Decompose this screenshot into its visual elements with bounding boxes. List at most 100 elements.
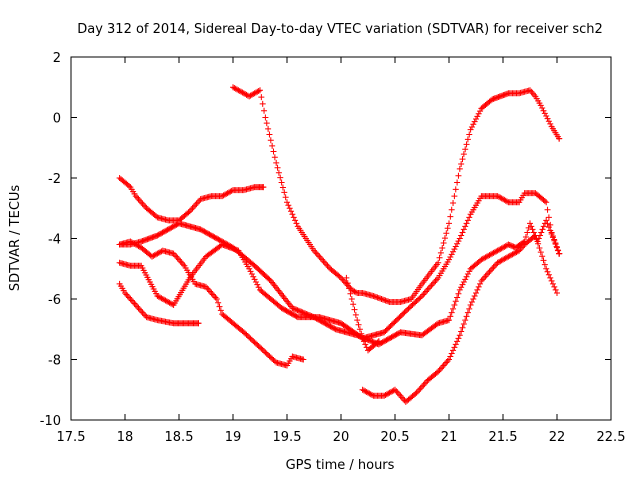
- data-point: [459, 229, 466, 236]
- data-point: [163, 227, 170, 234]
- data-point: [543, 199, 550, 206]
- data-point: [528, 223, 535, 230]
- data-point: [288, 208, 295, 215]
- data-point: [552, 286, 559, 293]
- data-point: [212, 294, 219, 301]
- data-point: [190, 203, 197, 210]
- data-point: [491, 262, 498, 269]
- data-point: [538, 229, 545, 236]
- data-point: [544, 115, 551, 122]
- data-point: [458, 284, 465, 291]
- data-point: [257, 87, 263, 94]
- data-point: [551, 283, 558, 290]
- data-point: [547, 120, 554, 127]
- data-point: [321, 259, 328, 266]
- data-point: [505, 241, 512, 248]
- data-point: [267, 354, 274, 361]
- data-point: [414, 296, 421, 303]
- data-point: [477, 280, 484, 287]
- data-point: [271, 154, 278, 161]
- y-tick-label: 0: [53, 112, 61, 127]
- data-point: [553, 243, 560, 250]
- data-point: [439, 244, 446, 251]
- data-point: [132, 302, 139, 309]
- data-point: [207, 288, 214, 295]
- data-point: [475, 110, 482, 117]
- data-point: [454, 338, 461, 345]
- data-point: [460, 151, 467, 158]
- data-point: [294, 307, 301, 314]
- data-point: [463, 141, 470, 148]
- data-point: [447, 254, 454, 261]
- data-point: [540, 107, 547, 114]
- data-point: [135, 305, 142, 312]
- data-point: [385, 298, 392, 305]
- data-point: [254, 341, 261, 348]
- data-point: [447, 213, 454, 220]
- axis-ticks: [70, 56, 612, 421]
- data-point: [285, 202, 292, 209]
- data-point: [467, 302, 474, 309]
- data-point: [450, 199, 457, 206]
- data-point: [544, 220, 551, 227]
- data-point: [209, 291, 216, 298]
- data-point: [377, 295, 384, 302]
- data-point: [379, 296, 386, 303]
- data-point: [547, 274, 554, 281]
- data-point: [436, 254, 443, 261]
- data-point: [552, 240, 559, 247]
- data-point: [544, 268, 551, 275]
- data-point: [383, 337, 390, 344]
- data-point: [205, 286, 212, 293]
- data-point: [252, 340, 259, 347]
- axis-tick-labels: 17.5 18 18.5 19 19.5 20 20.5 21 21.5 22 22.5-10-8-…: [40, 51, 626, 445]
- data-point: [463, 313, 470, 320]
- data-point: [356, 326, 363, 333]
- data-point: [391, 332, 398, 339]
- data-point: [247, 335, 254, 342]
- data-point: [324, 262, 331, 269]
- chart-title: Day 312 of 2014, Sidereal Day-to-day VTE…: [77, 22, 603, 37]
- x-tick-label: 22.5: [597, 430, 626, 445]
- x-tick-label: 22: [549, 430, 566, 445]
- data-point: [216, 237, 223, 244]
- data-point: [210, 233, 217, 240]
- data-point: [185, 209, 192, 216]
- data-point: [240, 329, 247, 336]
- data-point: [165, 226, 172, 233]
- data-point: [413, 298, 420, 305]
- data-point: [455, 290, 462, 297]
- data-point: [134, 194, 141, 201]
- data-point: [466, 214, 473, 221]
- data-point: [209, 232, 216, 239]
- data-point: [416, 386, 423, 393]
- data-point: [452, 186, 459, 193]
- data-point: [452, 341, 459, 348]
- data-point: [452, 298, 459, 305]
- data-point: [450, 248, 457, 255]
- data-point: [454, 179, 461, 186]
- data-point: [412, 299, 419, 306]
- data-point: [371, 293, 378, 300]
- series-track-3: [116, 175, 267, 224]
- data-point: [387, 334, 394, 341]
- data-point: [541, 261, 548, 268]
- data-point: [450, 305, 457, 312]
- data-point: [462, 223, 469, 230]
- data-point: [554, 289, 560, 296]
- data-point: [524, 229, 531, 236]
- data-point: [489, 265, 496, 272]
- data-point: [412, 390, 419, 397]
- data-point: [290, 305, 297, 312]
- data-point: [421, 380, 428, 387]
- data-point: [336, 273, 343, 280]
- data-point: [425, 285, 432, 292]
- data-point: [458, 328, 465, 335]
- data-point: [251, 276, 258, 283]
- data-point: [193, 200, 200, 207]
- data-point: [478, 277, 485, 284]
- data-point: [474, 286, 481, 293]
- data-point: [424, 286, 431, 293]
- data-point: [263, 120, 270, 127]
- data-point: [464, 309, 471, 316]
